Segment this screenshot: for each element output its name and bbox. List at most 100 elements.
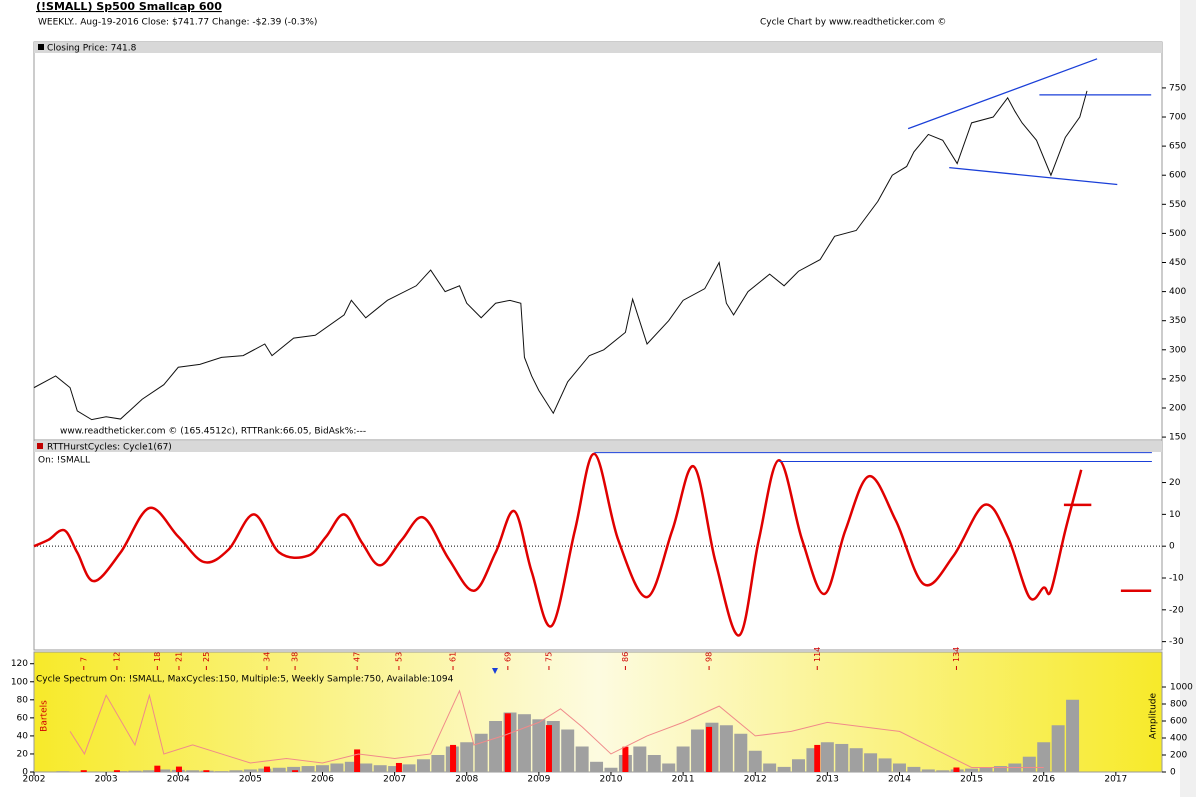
spectrum-bar [316, 765, 329, 772]
y-tick-label: -30 [1169, 637, 1184, 647]
spectrum-bar [590, 761, 604, 772]
spectrum-bar [460, 742, 474, 772]
spectrum-bar [1051, 725, 1065, 772]
cycle-label: 18 [153, 652, 162, 662]
spectrum-bar [719, 725, 733, 772]
cycle-label: 69 [503, 652, 512, 662]
spectrum-bar [734, 733, 748, 772]
subtitle: WEEKLY.. Aug-19-2016 Close: $741.77 Chan… [38, 18, 317, 28]
spectrum-bar [157, 769, 171, 772]
legend: Closing Price: 741.8 [47, 44, 137, 54]
x-tick-label: 2009 [527, 775, 550, 785]
cycle-label: 25 [202, 652, 211, 662]
x-tick-label: 2013 [816, 775, 839, 785]
x-tick-label: 2014 [888, 775, 911, 785]
x-tick-label: 2007 [383, 775, 406, 785]
spectrum-bar [892, 763, 906, 772]
spectrum-bar [691, 729, 705, 772]
spectrum-panel [33, 651, 1163, 773]
y2-tick-label: 0 [1170, 768, 1176, 778]
x-tick-label: 2017 [1104, 775, 1127, 785]
bartels-line [69, 689, 1044, 768]
spectrum-bar [431, 755, 445, 772]
spectrum-bar [748, 750, 762, 772]
spectrum-bar [56, 771, 70, 772]
y-tick-label: -10 [1169, 574, 1184, 584]
spectrum-bar [907, 766, 921, 772]
y-tick-label: 150 [1169, 433, 1186, 443]
y-tick-label: 700 [1169, 113, 1186, 123]
y-tick-label: 350 [1169, 316, 1186, 326]
spectrum-bar [993, 766, 1007, 772]
spectrum-bar [820, 742, 834, 772]
x-tick-label: 2010 [600, 775, 623, 785]
x-tick-label: 2004 [167, 775, 190, 785]
price-line [33, 90, 1088, 421]
spectrum-bar [864, 753, 878, 772]
y-tick-label: 120 [11, 659, 28, 669]
legend: RTTHurstCycles: Cycle1(67) [47, 443, 172, 453]
spectrum-bar [532, 719, 546, 772]
marker-triangle [492, 668, 498, 674]
spectrum-bar [175, 766, 182, 772]
y2-tick-label: 200 [1170, 751, 1187, 761]
spectrum-bar [154, 765, 161, 772]
spectrum-bar [792, 759, 805, 772]
cycle-label: 53 [394, 652, 403, 662]
cycle-line [33, 452, 1083, 637]
spectrum-bar [561, 729, 575, 772]
y-tick-label: 600 [1169, 171, 1186, 181]
spectrum-bar [330, 763, 344, 772]
x-tick-label: 2006 [311, 775, 334, 785]
spectrum-bar [186, 770, 200, 772]
scrollbar [1180, 0, 1196, 797]
spectrum-bar [344, 761, 358, 772]
spectrum-bar [388, 766, 402, 772]
y2-axis-label: Amplitude [1149, 692, 1159, 739]
footer: www.readtheticker.com © (165.4512c), RTT… [60, 427, 366, 437]
spectrum-bar [292, 770, 299, 772]
spectrum-bar [604, 767, 618, 772]
x-tick-label: 2015 [960, 775, 983, 785]
spectrum-bar [849, 748, 863, 772]
credit: Cycle Chart by www.readtheticker.com © [760, 18, 946, 28]
cycle-label: 98 [705, 652, 714, 662]
spectrum-bar [113, 770, 120, 772]
spectrum-bar [272, 767, 286, 772]
x-tick-label: 2003 [95, 775, 118, 785]
spectrum-bar [633, 746, 647, 772]
spectrum-bar [777, 766, 791, 772]
price-header [34, 42, 1162, 53]
y-tick-label: 450 [1169, 258, 1186, 268]
y-tick-label: 0 [1169, 542, 1175, 552]
spectrum-title: Cycle Spectrum On: !SMALL, MaxCycles:150… [36, 675, 454, 685]
legend-swatch [37, 443, 43, 449]
y-tick-label: 40 [17, 731, 29, 741]
title: (!SMALL) Sp500 Smallcap 600 [36, 0, 222, 13]
y-tick-label: 250 [1169, 374, 1186, 384]
spectrum-bar [965, 768, 979, 772]
y-tick-label: 80 [17, 695, 29, 705]
spectrum-bar [979, 767, 993, 772]
spectrum-bar [878, 758, 892, 772]
spectrum-bar [359, 763, 373, 772]
y-tick-label: 650 [1169, 142, 1186, 152]
spectrum-bar [814, 744, 821, 772]
spectrum-bar [489, 721, 503, 772]
spectrum-bar [575, 746, 589, 772]
y2-tick-label: 400 [1170, 734, 1187, 744]
y-tick-label: 500 [1169, 229, 1186, 239]
x-tick-label: 2011 [672, 775, 695, 785]
spectrum-bar [1066, 699, 1080, 772]
cycle-label: 47 [353, 652, 362, 662]
cycle-label: 114 [813, 647, 822, 662]
cycle-label: 134 [952, 647, 961, 662]
x-tick-label: 2005 [239, 775, 262, 785]
spectrum-bar [517, 714, 531, 772]
spectrum-bar [706, 726, 713, 772]
spectrum-bar [763, 763, 777, 772]
spectrum-bar [402, 764, 416, 772]
spectrum-bar [301, 766, 315, 772]
